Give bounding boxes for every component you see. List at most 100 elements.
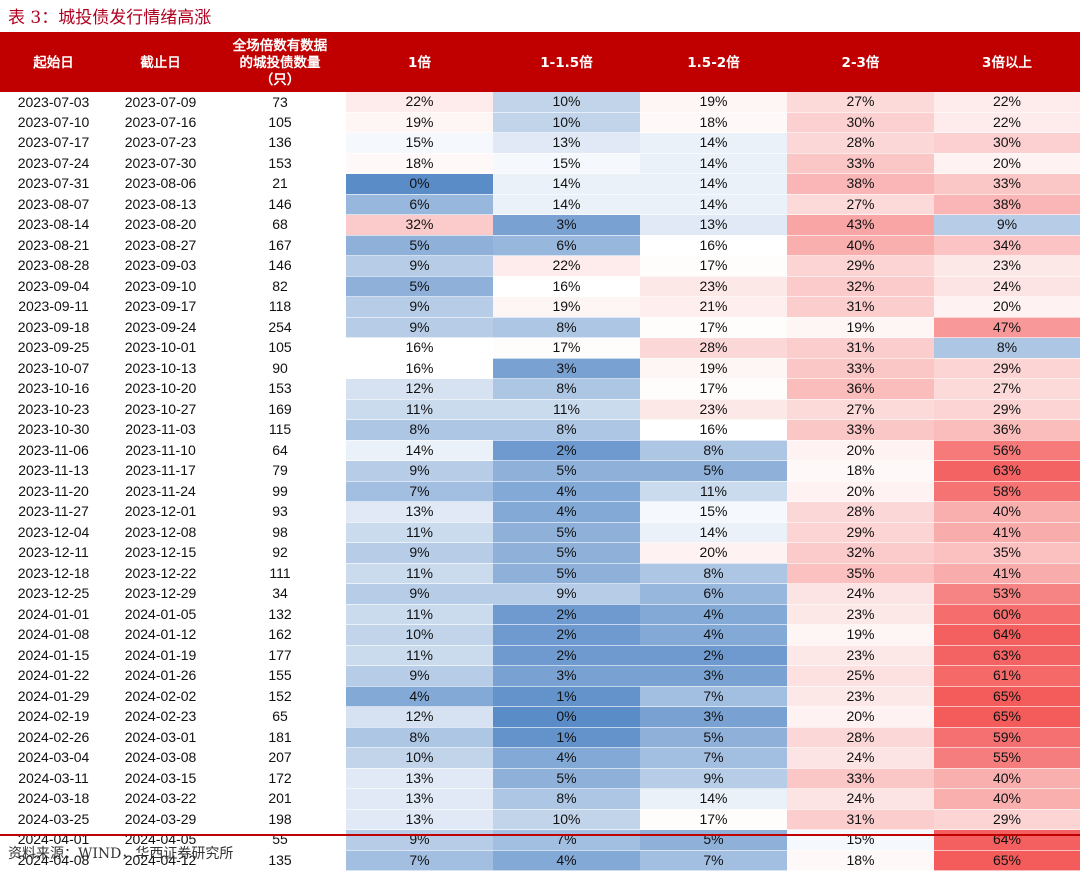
table-row: 2023-12-04 2023-12-08 98 11% 5% 14% 29% 41% [0, 522, 1080, 543]
start-date-cell: 2023-11-13 [18, 462, 89, 479]
pct-3x-plus-cell: 34% [934, 235, 1080, 256]
end-date-cell: 2023-12-29 [124, 585, 197, 602]
end-date-cell: 2024-02-02 [124, 687, 197, 704]
pct-1x-cell: 9% [346, 829, 493, 851]
pct-3x-plus-cell: 20% [934, 296, 1080, 318]
pct-2-3x-cell: 30% [787, 112, 934, 133]
col-header-start: 起始日 [0, 34, 107, 92]
end-date-cell: 2023-10-20 [124, 380, 197, 397]
table-row: 2023-09-11 2023-09-17 118 9% 19% 21% 31% 20% [0, 296, 1080, 318]
pct-2-3x-cell: 23% [787, 645, 934, 666]
pct-1x-cell: 9% [346, 583, 493, 605]
pct-1-1.5x-cell: 0% [493, 706, 640, 728]
pct-1-1.5x-cell: 6% [493, 235, 640, 256]
pct-2-3x-cell: 33% [787, 419, 934, 441]
issuance-table: 起始日 截止日 全场倍数有数据的城投债数量（只） 1倍 1-1.5倍 1.5-2… [0, 34, 1080, 871]
end-date-cell: 2024-02-23 [124, 708, 197, 725]
pct-1.5-2x-cell: 4% [640, 624, 787, 646]
start-date-cell: 2023-09-04 [17, 277, 90, 294]
pct-1-1.5x-cell: 4% [493, 850, 640, 871]
count-cell: 105 [268, 113, 292, 130]
pct-1-1.5x-cell: 10% [493, 809, 640, 830]
pct-1.5-2x-cell: 23% [640, 276, 787, 297]
count-cell: 254 [268, 318, 292, 335]
end-date-cell: 2023-08-27 [124, 236, 197, 253]
table-row: 2024-03-04 2024-03-08 207 10% 4% 7% 24% 55% [0, 747, 1080, 769]
count-cell: 136 [268, 134, 292, 151]
start-date-cell: 2024-01-29 [17, 687, 90, 704]
pct-3x-plus-cell: 23% [934, 255, 1080, 277]
end-date-cell: 2023-08-06 [124, 175, 197, 192]
pct-1.5-2x-cell: 16% [640, 419, 787, 441]
count-cell: 64 [272, 441, 288, 458]
pct-1-1.5x-cell: 10% [493, 112, 640, 133]
pct-1x-cell: 9% [346, 460, 493, 482]
count-cell: 68 [272, 216, 288, 233]
pct-2-3x-cell: 33% [787, 358, 934, 379]
end-date-cell: 2023-07-16 [124, 113, 197, 130]
pct-1x-cell: 16% [346, 337, 493, 359]
pct-1x-cell: 16% [346, 358, 493, 379]
pct-2-3x-cell: 31% [787, 337, 934, 359]
pct-1.5-2x-cell: 7% [640, 747, 787, 769]
table-row: 2024-02-19 2024-02-23 65 12% 0% 3% 20% 65% [0, 706, 1080, 728]
pct-1.5-2x-cell: 20% [640, 542, 787, 564]
pct-1.5-2x-cell: 5% [640, 727, 787, 748]
pct-3x-plus-cell: 41% [934, 522, 1080, 543]
pct-1-1.5x-cell: 5% [493, 542, 640, 564]
start-date-cell: 2023-11-20 [18, 482, 89, 499]
pct-3x-plus-cell: 29% [934, 809, 1080, 830]
table-row: 2023-12-25 2023-12-29 34 9% 9% 6% 24% 53% [0, 583, 1080, 605]
pct-1.5-2x-cell: 13% [640, 214, 787, 236]
pct-1.5-2x-cell: 17% [640, 317, 787, 338]
end-date-cell: 2023-09-24 [124, 318, 197, 335]
header-row: 起始日 截止日 全场倍数有数据的城投债数量（只） 1倍 1-1.5倍 1.5-2… [0, 34, 1080, 92]
start-date-cell: 2024-01-01 [17, 605, 90, 622]
pct-1-1.5x-cell: 7% [493, 829, 640, 851]
pct-1.5-2x-cell: 14% [640, 173, 787, 195]
pct-3x-plus-cell: 8% [934, 337, 1080, 359]
pct-1x-cell: 0% [346, 173, 493, 195]
count-cell: 92 [272, 544, 288, 561]
start-date-cell: 2023-12-11 [18, 544, 89, 561]
pct-1x-cell: 11% [346, 563, 493, 584]
pct-3x-plus-cell: 47% [934, 317, 1080, 338]
count-cell: 167 [268, 236, 292, 253]
pct-2-3x-cell: 33% [787, 153, 934, 174]
pct-1-1.5x-cell: 4% [493, 747, 640, 769]
pct-3x-plus-cell: 20% [934, 153, 1080, 174]
count-cell: 169 [268, 400, 292, 417]
pct-1x-cell: 11% [346, 522, 493, 543]
pct-1.5-2x-cell: 4% [640, 604, 787, 625]
pct-1x-cell: 6% [346, 194, 493, 215]
count-cell: 93 [272, 503, 288, 520]
pct-1.5-2x-cell: 15% [640, 501, 787, 523]
start-date-cell: 2024-02-19 [17, 708, 90, 725]
pct-1x-cell: 8% [346, 727, 493, 748]
start-date-cell: 2024-03-25 [17, 810, 90, 827]
bottom-rule [0, 834, 1080, 836]
count-cell: 146 [268, 257, 292, 274]
table-row: 2024-02-26 2024-03-01 181 8% 1% 5% 28% 59% [0, 727, 1080, 748]
pct-1-1.5x-cell: 2% [493, 624, 640, 646]
pct-2-3x-cell: 19% [787, 317, 934, 338]
pct-3x-plus-cell: 9% [934, 214, 1080, 236]
source-note: 资料来源：WIND，华西证券研究所 [8, 846, 234, 862]
count-cell: 152 [268, 687, 292, 704]
pct-1x-cell: 7% [346, 850, 493, 871]
pct-1x-cell: 19% [346, 112, 493, 133]
pct-1.5-2x-cell: 17% [640, 809, 787, 830]
end-date-cell: 2023-12-22 [124, 564, 197, 581]
pct-1.5-2x-cell: 8% [640, 440, 787, 461]
start-date-cell: 2023-07-10 [17, 113, 90, 130]
pct-3x-plus-cell: 58% [934, 481, 1080, 502]
count-cell: 201 [268, 790, 292, 807]
start-date-cell: 2023-11-27 [18, 503, 89, 520]
pct-1.5-2x-cell: 21% [640, 296, 787, 318]
pct-1x-cell: 10% [346, 747, 493, 769]
pct-3x-plus-cell: 53% [934, 583, 1080, 605]
start-date-cell: 2023-10-30 [17, 421, 90, 438]
end-date-cell: 2024-01-19 [124, 646, 197, 663]
end-date-cell: 2024-03-01 [124, 728, 197, 745]
count-cell: 153 [268, 380, 292, 397]
